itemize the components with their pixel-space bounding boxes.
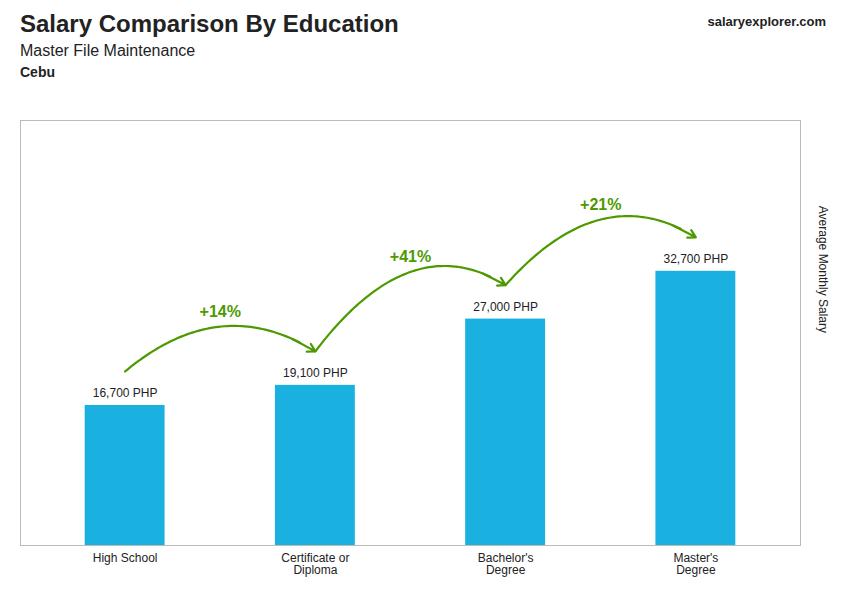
svg-text:Certificate orDiploma: Certificate orDiploma [281, 551, 349, 577]
svg-text:19,100 PHP: 19,100 PHP [283, 366, 348, 380]
html-text:salaryexplorer.com: salaryexplorer.com [707, 14, 826, 29]
svg-text:+21%: +21% [580, 196, 621, 213]
svg-text:High School: High School [93, 551, 158, 565]
svg-text:+14%: +14% [200, 303, 241, 320]
svg-text:+41%: +41% [390, 248, 431, 265]
svg-text:27,000 PHP: 27,000 PHP [473, 300, 538, 314]
svg-text:32,700 PHP: 32,700 PHP [664, 252, 729, 266]
svg-text:Bachelor'sDegree: Bachelor'sDegree [478, 551, 534, 577]
svg-text:Master'sDegree: Master'sDegree [673, 551, 718, 577]
html-text:Master File Maintenance: Master File Maintenance [20, 42, 196, 59]
svg-text:Average Monthly Salary: Average Monthly Salary [816, 206, 830, 333]
html-text:Cebu: Cebu [20, 64, 55, 80]
svg-text:16,700 PHP: 16,700 PHP [93, 386, 158, 400]
html-text:Salary Comparison By Education: Salary Comparison By Education [20, 10, 399, 37]
